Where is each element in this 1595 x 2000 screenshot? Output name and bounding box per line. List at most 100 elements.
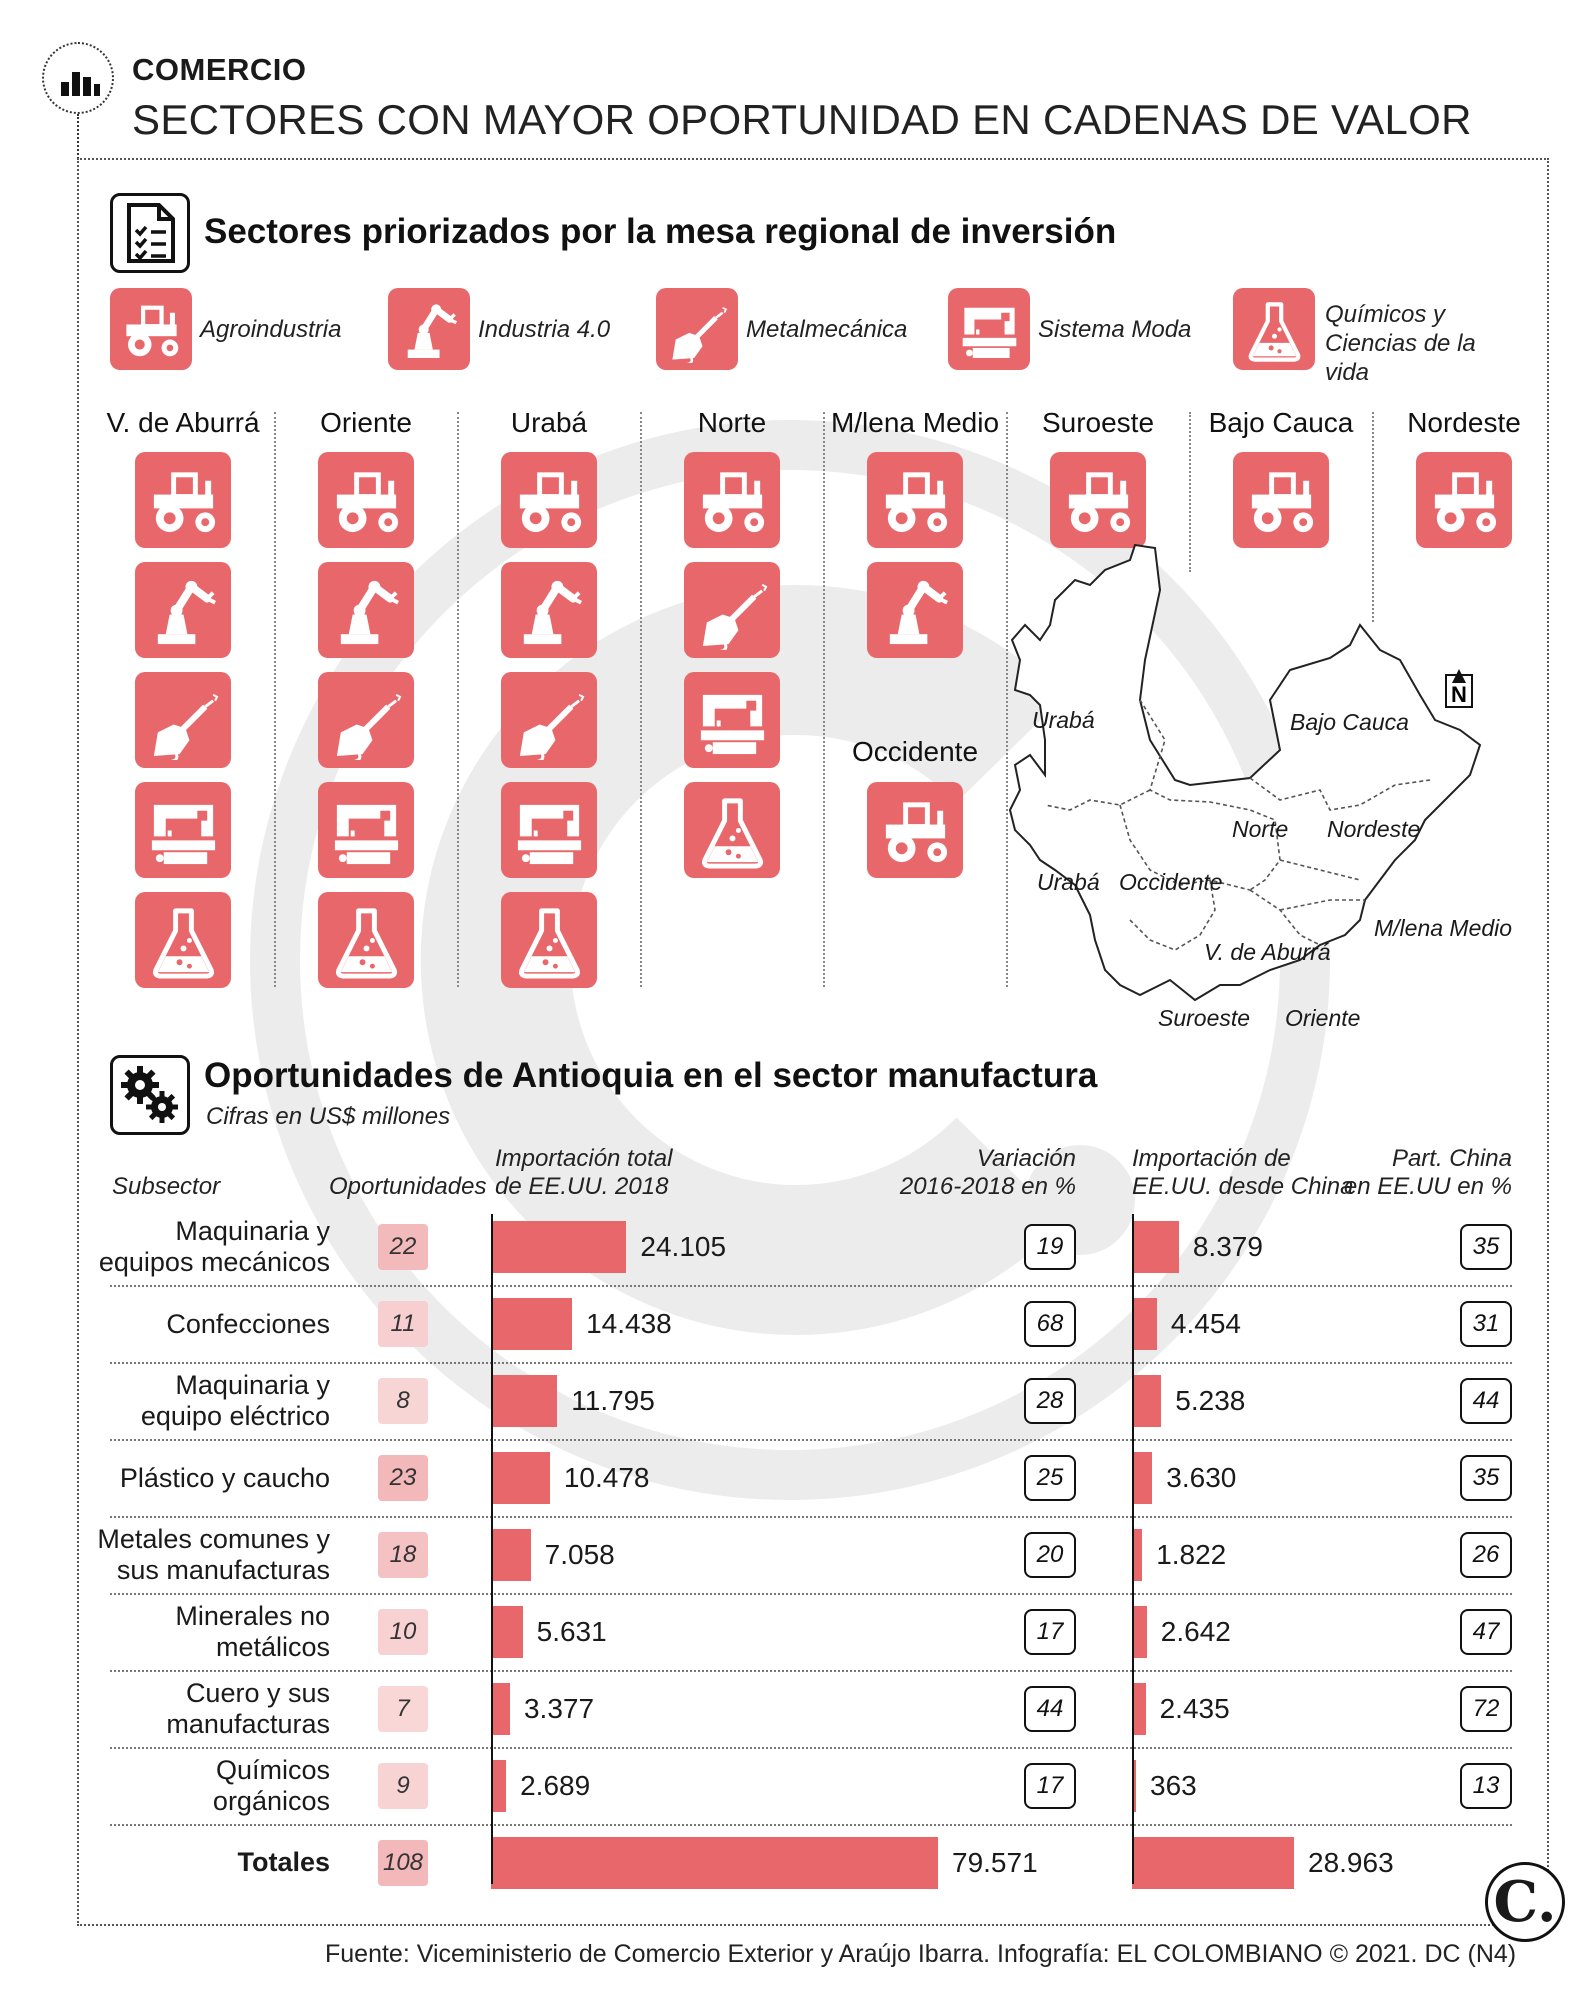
- subsector-label: Metales comunes y sus manufacturas: [90, 1524, 330, 1586]
- robot-arm-icon: [318, 562, 414, 658]
- import-total-bar: [491, 1606, 523, 1658]
- headline: SECTORES CON MAYOR OPORTUNIDAD EN CADENA…: [132, 96, 1472, 143]
- subsector-label-line: Metales comunes y: [97, 1524, 330, 1554]
- region-header-occidente: Occidente: [851, 736, 979, 767]
- robot-arm-icon: [135, 562, 231, 658]
- variation-box: 19: [1024, 1224, 1076, 1270]
- import-total-value: 7.058: [544, 1539, 615, 1570]
- map-label-uraba-north: Urabá: [1032, 707, 1095, 733]
- subsector-label-line: metálicos: [215, 1632, 330, 1662]
- tractor-icon: [1416, 452, 1512, 548]
- antioquia-map: N: [1008, 543, 1482, 1002]
- china-share-box: 72: [1460, 1686, 1512, 1732]
- import-total-bar: [491, 1760, 507, 1812]
- header-oportunidades: Oportunidades: [329, 1173, 487, 1200]
- subsector-label: Minerales no metálicos: [90, 1601, 330, 1663]
- opportunities-box: 7: [378, 1686, 428, 1732]
- map-label-bajo-cauca: Bajo Cauca: [1290, 709, 1409, 735]
- variation-box: 17: [1024, 1609, 1076, 1655]
- map-label-suroeste: Suroeste: [1158, 1005, 1251, 1031]
- column-separator: [457, 412, 459, 987]
- row-separator: [110, 1516, 1512, 1518]
- region-header: M/lena Medio: [830, 407, 1000, 438]
- header-part-china-line2: en EE.UU en %: [1343, 1173, 1512, 1200]
- row-separator: [110, 1285, 1512, 1287]
- import-china-bar: [1132, 1221, 1179, 1273]
- row-separator: [110, 1747, 1512, 1749]
- subsector-label-line: equipos mecánicos: [98, 1247, 330, 1277]
- opportunities-box: 11: [378, 1301, 428, 1347]
- legend-sewing-machine-icon: [948, 288, 1030, 370]
- china-share-box: 31: [1460, 1301, 1512, 1347]
- map-label-v-aburra: V. de Aburrá: [1204, 939, 1331, 965]
- import-china-bar: [1132, 1375, 1162, 1427]
- china-share-box: 13: [1460, 1763, 1512, 1809]
- import-china-value: 1.822: [1156, 1539, 1227, 1570]
- import-china-bar: [1132, 1606, 1147, 1658]
- opportunities-box: 18: [378, 1532, 428, 1578]
- section-logo: [42, 42, 114, 114]
- tractor-icon: [1050, 452, 1146, 548]
- import-total-bar: [491, 1221, 627, 1273]
- china-share-box: 26: [1460, 1532, 1512, 1578]
- opportunities-box: 23: [378, 1455, 428, 1501]
- robot-arm-icon: [501, 562, 597, 658]
- kicker: COMERCIO: [132, 52, 307, 87]
- header-subsector: Subsector: [112, 1173, 221, 1200]
- region-header: Oriente: [320, 407, 412, 438]
- subsector-label-line: Confecciones: [166, 1308, 330, 1339]
- flask-icon: [501, 892, 597, 988]
- subsector-label-line: Maquinaria y: [175, 1370, 330, 1400]
- legend-label: Químicos y Ciencias de la vida: [1325, 301, 1476, 386]
- import-china-bar: [1132, 1452, 1153, 1504]
- import-total-value: 3.377: [523, 1693, 595, 1724]
- header-import-total-line1: Importación total: [495, 1145, 673, 1172]
- china-share-box: 35: [1460, 1455, 1512, 1501]
- import-china-value: 2.642: [1160, 1616, 1231, 1647]
- welding-torch-icon: [318, 672, 414, 768]
- import-china-bar: [1132, 1837, 1294, 1889]
- section2-subtitle: Cifras en US$ millones: [206, 1103, 451, 1130]
- import-china-bar: [1132, 1683, 1146, 1735]
- china-share-box: 35: [1460, 1224, 1512, 1270]
- north-label: N: [1451, 682, 1467, 707]
- subsector-label-line: sus manufacturas: [116, 1555, 330, 1585]
- map-label-nordeste: Nordeste: [1327, 816, 1421, 842]
- welding-torch-icon: [135, 672, 231, 768]
- subsector-label: Maquinaria y equipo eléctrico: [90, 1370, 330, 1432]
- region-header: V. de Aburrá: [106, 407, 260, 438]
- subsector-label-line: Maquinaria y: [175, 1216, 330, 1246]
- source-note: Fuente: Viceministerio de Comercio Exter…: [325, 1940, 1517, 1968]
- header-connector: [77, 114, 79, 159]
- tractor-icon: [684, 452, 780, 548]
- gears-icon: [110, 1055, 190, 1135]
- import-total-value: 79.571: [952, 1847, 1038, 1878]
- import-china-value: 3.630: [1166, 1462, 1237, 1493]
- welding-torch-icon: [501, 672, 597, 768]
- opportunities-box: 9: [378, 1763, 428, 1809]
- map-label-occidente: Occidente: [1119, 869, 1223, 895]
- region-header: Nordeste: [1407, 407, 1521, 438]
- header-variacion-line2: 2016-2018 en %: [899, 1173, 1076, 1200]
- region-header: Bajo Cauca: [1208, 407, 1354, 438]
- opportunities-box: 10: [378, 1609, 428, 1655]
- import-total-bar: [491, 1298, 573, 1350]
- map-label-oriente: Oriente: [1285, 1005, 1361, 1031]
- import-china-value: 4.454: [1170, 1308, 1241, 1339]
- import-china-value: 8.379: [1192, 1231, 1263, 1262]
- tractor-icon: [135, 452, 231, 548]
- subsector-label-line: Cuero y sus: [185, 1678, 330, 1708]
- robot-arm-icon: [867, 562, 963, 658]
- variation-box: 68: [1024, 1301, 1076, 1347]
- region-header: Urabá: [510, 407, 588, 438]
- welding-torch-icon: [684, 562, 780, 658]
- variation-box: 20: [1024, 1532, 1076, 1578]
- header-import-china-line1: Importación de: [1132, 1145, 1291, 1172]
- opportunities-box: 8: [378, 1378, 428, 1424]
- import-total-value: 5.631: [536, 1616, 607, 1647]
- import-total-bar: [491, 1529, 531, 1581]
- legend-label: Industria 4.0: [478, 316, 611, 343]
- row-separator: [110, 1593, 1512, 1595]
- legend-robot-arm-icon: [388, 288, 470, 370]
- legend-tractor-icon: [110, 288, 192, 370]
